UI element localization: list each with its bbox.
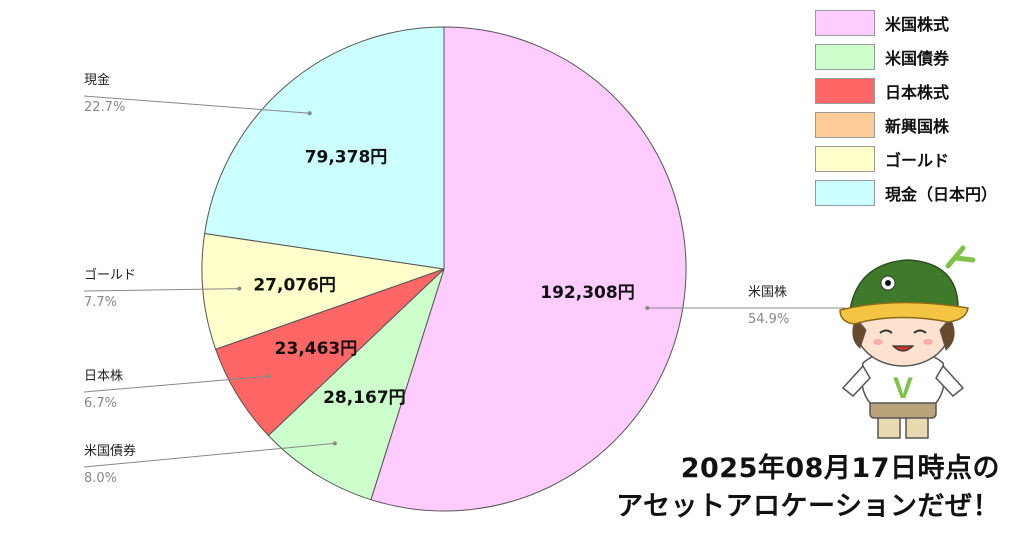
pie-slice-us_bond (267, 268, 445, 501)
leader-dot-jp_stock (266, 374, 271, 379)
legend-item: ゴールド (815, 142, 1020, 176)
value-label-gold: 27,076円 (253, 275, 336, 295)
leader-dot-us_bond (332, 441, 337, 446)
pie-slice-us_stock (370, 26, 687, 512)
category-label-gold: ゴールド (84, 267, 136, 283)
legend-swatch (815, 146, 875, 172)
value-label-us_stock: 192,308円 (540, 283, 634, 303)
legend-item: 新興国株 (815, 108, 1020, 142)
legend-swatch (815, 44, 875, 70)
kappa-mascot-icon: V (839, 245, 976, 439)
percent-label-gold: 7.7% (84, 295, 117, 310)
category-label-jp_stock: 日本株 (84, 369, 123, 384)
legend-item: 米国株式 (815, 6, 1020, 40)
leader-line-us_bond (83, 442, 335, 468)
legend-label: 日本株式 (885, 83, 950, 102)
leader-line-jp_stock (83, 375, 269, 393)
percent-label-jp_stock: 6.7% (84, 396, 117, 411)
legend-item: 米国債券 (815, 40, 1020, 74)
caption-line-2: アセットアロケーションだぜ！ (616, 491, 1000, 522)
legend-swatch (815, 10, 875, 36)
shirt-letter: V (893, 372, 913, 405)
caption-line-1: 2025年08月17日時点の (680, 453, 1000, 484)
pie-slice-gold (201, 232, 445, 350)
percent-label-us_bond: 8.0% (84, 471, 117, 486)
legend-item: 現金（日本円） (815, 176, 1020, 210)
legend-label: 現金（日本円） (885, 185, 998, 204)
category-label-us_stock: 米国株 (748, 285, 787, 300)
legend-swatch (815, 180, 875, 206)
leader-dot-cash (307, 111, 312, 116)
category-label-cash: 現金 (84, 72, 110, 88)
leader-dot-gold (237, 286, 242, 291)
legend-label: 新興国株 (885, 117, 950, 136)
leader-line-cash (83, 95, 310, 114)
pie-slice-cash (204, 26, 445, 270)
value-label-jp_stock: 23,463円 (275, 339, 358, 359)
leader-line-gold (83, 288, 240, 292)
legend-label: 米国株式 (885, 15, 950, 34)
legend-swatch (815, 112, 875, 138)
legend-swatch (815, 78, 875, 104)
legend: 米国株式米国債券日本株式新興国株ゴールド現金（日本円） (815, 6, 1020, 210)
value-label-us_bond: 28,167円 (323, 388, 406, 408)
legend-item: 日本株式 (815, 74, 1020, 108)
leader-dot-us_stock (645, 306, 650, 310)
legend-label: ゴールド (885, 151, 950, 170)
value-label-cash: 79,378円 (305, 147, 388, 167)
percent-label-us_stock: 54.9% (748, 312, 789, 327)
category-label-us_bond: 米国債券 (84, 443, 136, 459)
percent-label-cash: 22.7% (84, 100, 125, 115)
legend-label: 米国債券 (885, 49, 950, 68)
